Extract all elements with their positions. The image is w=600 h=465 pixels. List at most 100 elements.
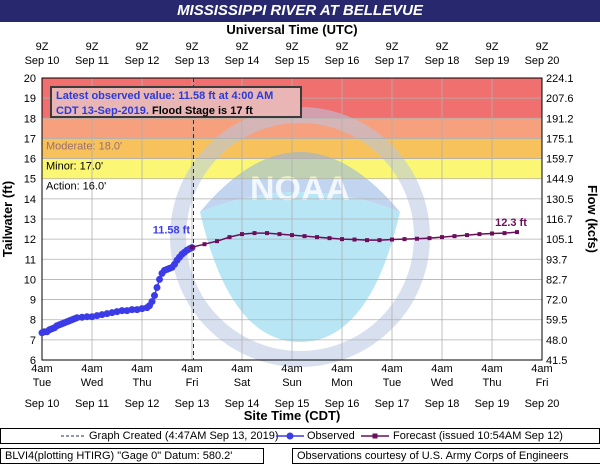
x-bottom-tick-time: 4am [331,363,352,375]
forecast-legend: Forecast (issued 10:54AM Sep 12) [393,430,563,442]
observed-point [156,275,163,283]
x-top-tick-time: 9Z [186,41,199,53]
observed-point [128,306,136,314]
graph-created-legend-icon [61,435,85,437]
x-bottom-tick-time: 4am [431,363,452,375]
flood-band-label-action: Action: 16.0' [46,181,106,193]
x-bottom-tick-time: 4am [481,363,502,375]
y-tick-label: 11 [25,254,36,266]
y2-tick-label: 224.1 [546,73,574,85]
x-bottom-tick-date: Sep 15 [275,398,310,410]
x-top-tick-date: Sep 17 [375,55,410,67]
bottom-axis-title: Site Time (CDT) [244,408,341,423]
y2-tick-label: 207.6 [546,93,574,105]
x-top-tick-time: 9Z [36,41,49,53]
forecast-point [315,235,319,240]
x-bottom-tick-day: Sun [282,377,302,389]
x-bottom-tick-day: Fri [536,377,549,389]
plot-frame [41,77,543,361]
x-bottom-tick-time: 4am [181,363,202,375]
noaa-logo-lower [200,192,400,342]
x-bottom-tick-day: Sat [234,377,251,389]
forecast-legend-icon [361,433,389,439]
y-tick-label: 19 [24,93,36,105]
x-top-tick-time: 9Z [136,41,149,53]
y2-tick-label: 41.5 [546,355,567,367]
forecast-point [365,238,369,243]
x-bottom-tick-date: Sep 16 [325,398,360,410]
x-bottom-tick-date: Sep 10 [25,398,60,410]
x-top-tick-time: 9Z [86,41,99,53]
x-bottom-tick-day: Wed [431,377,453,389]
flood-stage-note: Flood Stage is 17 ft [148,105,253,117]
source-footer: Observations courtesy of U.S. Army Corps… [292,448,600,464]
y-tick-label: 15 [24,174,36,186]
y2-tick-label: 175.1 [546,133,574,145]
x-top-tick-time: 9Z [486,41,499,53]
y-tick-label: 13 [24,214,36,226]
forecast-point [390,237,394,242]
x-bottom-tick-date: Sep 18 [425,398,460,410]
observed-point [73,314,81,322]
y-tick-label: 20 [24,73,36,85]
x-bottom-tick-time: 4am [381,363,402,375]
x-bottom-tick-date: Sep 11 [75,398,109,410]
x-top-tick-date: Sep 13 [175,55,210,67]
forecast-point [440,235,444,240]
forecast-point [477,232,482,237]
noaa-logo-text: NOAA [250,170,350,208]
observed-point [151,292,158,300]
forecast-point [240,232,244,237]
forecast-point [277,232,282,237]
y2-tick-label: 159.7 [546,154,574,166]
observed-legend-icon [276,432,304,440]
x-top-tick-date: Sep 20 [525,55,560,67]
latest-observed-line1: Latest observed value: 11.58 ft at 4:00 … [56,90,274,102]
observed-point [118,307,126,315]
observed-point [83,313,91,321]
x-bottom-tick-day: Fri [186,377,199,389]
x-bottom-tick-date: Sep 14 [225,398,260,410]
flood-band-label-moderate: Moderate: 18.0' [46,140,122,152]
y2-axis-title: Flow (kcfs) [585,185,600,253]
x-bottom-tick-date: Sep 20 [525,398,560,410]
forecast-point [452,234,457,239]
forecast-point [427,236,432,241]
forecast-point [215,239,219,244]
x-top-tick-time: 9Z [286,41,299,53]
y2-tick-label: 59.5 [546,315,567,327]
x-top-tick-date: Sep 16 [325,55,360,67]
y2-tick-label: 144.9 [546,174,574,186]
x-top-tick-date: Sep 19 [475,55,510,67]
x-bottom-tick-time: 4am [231,363,252,375]
x-bottom-tick-date: Sep 13 [175,398,210,410]
x-bottom-tick-time: 4am [81,363,102,375]
y-tick-label: 18 [24,113,36,125]
y-tick-label: 14 [24,194,36,206]
forecast-point [515,230,519,235]
y2-tick-label: 105.1 [546,234,574,246]
x-top-tick-date: Sep 15 [275,55,310,67]
forecast-point [227,235,232,240]
x-bottom-tick-day: Mon [331,377,352,389]
forecast-point [202,242,207,247]
observed-point [148,298,156,306]
forecast-point [252,231,257,236]
y2-tick-label: 130.5 [546,194,574,206]
x-bottom-tick-time: 4am [131,363,152,375]
y2-tick-label: 72.0 [546,295,567,307]
x-top-tick-time: 9Z [386,41,399,53]
y-tick-label: 7 [30,335,36,347]
chart-legend: Graph Created (4:47AM Sep 13, 2019) Obse… [0,428,600,444]
x-bottom-tick-time: 4am [31,363,52,375]
forecast-point [377,238,382,243]
x-top-tick-date: Sep 12 [125,55,160,67]
x-top-tick-date: Sep 10 [25,55,60,67]
y-tick-label: 12 [24,234,36,246]
x-top-tick-time: 9Z [336,41,349,53]
x-bottom-tick-day: Thu [483,377,502,389]
chart-title: MISSISSIPPI RIVER AT BELLEVUE [0,0,600,22]
y2-tick-label: 93.7 [546,254,567,266]
top-axis-title: Universal Time (UTC) [226,22,357,37]
forecast-value-label: 12.3 ft [495,217,527,229]
